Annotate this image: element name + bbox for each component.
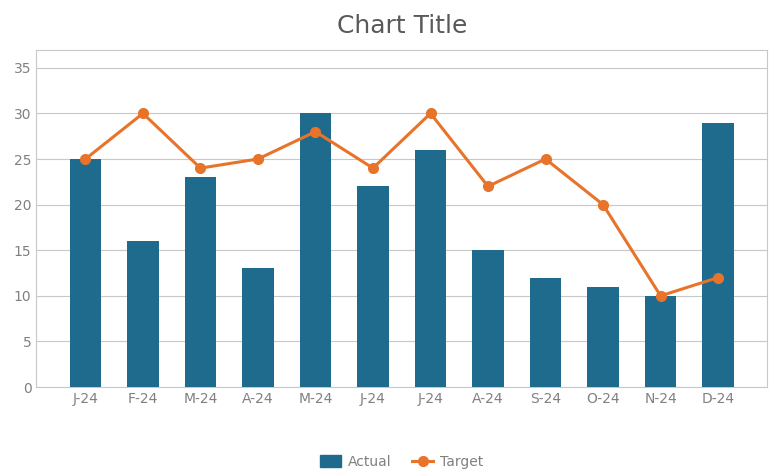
Title: Chart Title: Chart Title [337,14,467,38]
Bar [645,296,676,387]
Bar [357,186,389,387]
Bar [184,177,216,387]
Bar [702,123,734,387]
Bar [242,269,274,387]
Bar [70,159,102,387]
Bar [300,113,331,387]
Bar [415,150,446,387]
Bar [473,250,504,387]
Bar [587,287,619,387]
Bar [530,278,562,387]
Bar [127,241,159,387]
Legend: Actual, Target: Actual, Target [315,449,489,472]
